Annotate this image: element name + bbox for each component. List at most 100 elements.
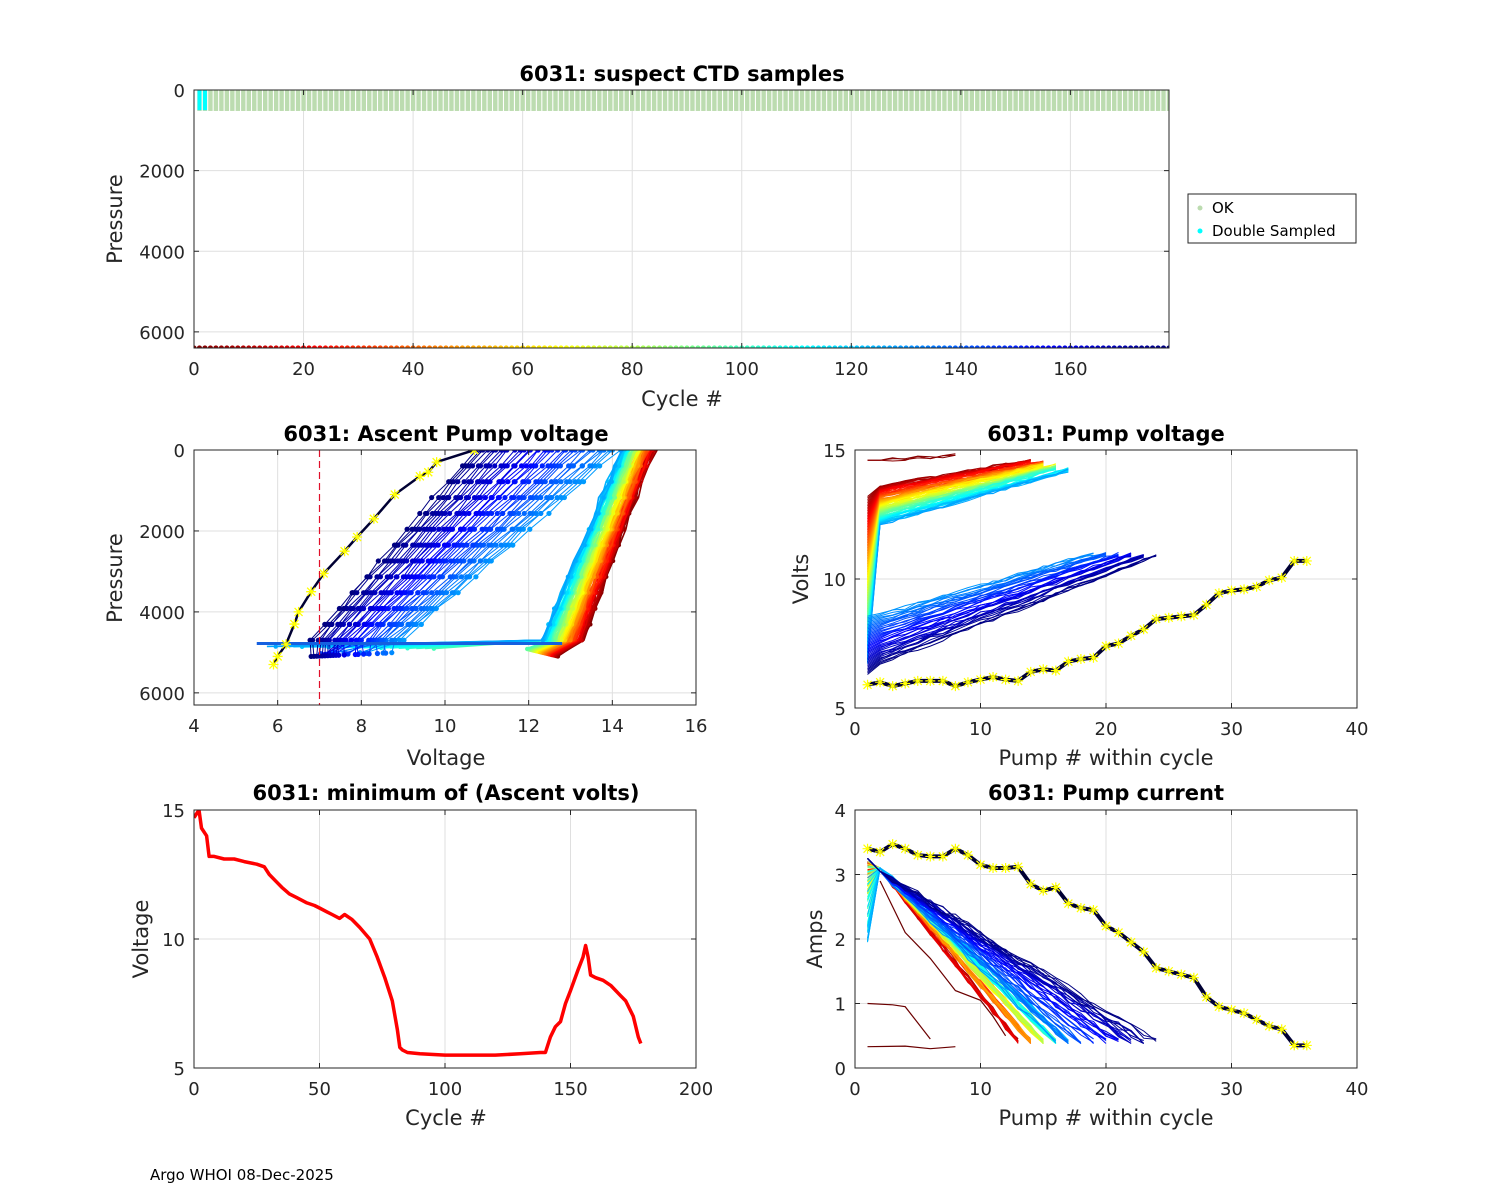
pump-voltage-cycle-line xyxy=(867,554,1094,621)
ok-sample-column xyxy=(493,90,498,111)
ascent-profile-point xyxy=(398,590,404,596)
ascent-profile-point xyxy=(534,494,540,501)
ok-sample-column xyxy=(438,90,443,111)
ascent-profile-point xyxy=(527,494,534,501)
ok-sample-column xyxy=(755,90,761,111)
ascent-profile-point xyxy=(399,558,405,564)
cycle-marker xyxy=(870,345,876,348)
ascent-profile-point xyxy=(597,463,603,469)
ascent-profile-point xyxy=(448,558,454,564)
ok-sample-column xyxy=(1155,90,1161,111)
cycle-marker xyxy=(936,345,942,348)
cycle-marker xyxy=(821,345,827,348)
pump-voltage-last-cycle-star xyxy=(1088,652,1099,663)
ascent-profile-point xyxy=(487,526,493,532)
ok-sample-column xyxy=(920,90,925,111)
ascent-profile-point xyxy=(354,590,360,596)
ascent-profile-line xyxy=(374,450,582,654)
cycle-marker xyxy=(793,345,800,348)
ascent-profile-point xyxy=(476,494,482,501)
ok-sample-column xyxy=(734,90,739,111)
ascent-profile-point xyxy=(458,574,465,580)
x-tick-label: 30 xyxy=(1220,719,1243,740)
ascent-profile-line xyxy=(342,450,530,656)
ascent-profile-line xyxy=(343,450,591,654)
cycle-marker xyxy=(772,345,778,348)
ascent-profile-point xyxy=(431,574,437,580)
cycle-marker xyxy=(1117,345,1123,348)
ascent-profile-point xyxy=(546,510,552,517)
cycle-marker xyxy=(503,345,509,348)
cycle-marker xyxy=(1089,345,1095,348)
legend-label-ok: OK xyxy=(1212,199,1235,217)
ok-sample-column xyxy=(372,90,377,111)
pump-current-last-cycle-star xyxy=(1000,863,1011,874)
ascent-profile-point xyxy=(451,542,457,548)
pump-current-last-cycle-star xyxy=(1163,966,1174,977)
ascent-profile-point xyxy=(415,542,422,548)
ascent-profile-point xyxy=(567,479,573,485)
ascent-profile-point xyxy=(418,621,424,627)
pump-voltage-last-cycle-star xyxy=(1289,555,1300,566)
ascent-profile-point xyxy=(416,558,422,564)
cycle-marker xyxy=(339,345,345,348)
cycle-marker xyxy=(887,345,893,348)
cycle-marker xyxy=(1139,345,1145,348)
ok-sample-column xyxy=(723,90,728,111)
cycle-marker xyxy=(541,345,548,348)
ok-sample-column xyxy=(1073,90,1079,111)
ok-sample-column xyxy=(219,90,224,111)
y-tick-label: 0 xyxy=(835,1059,846,1080)
cycle-marker xyxy=(624,345,630,348)
ascent-profile-point xyxy=(518,463,525,469)
ok-sample-column xyxy=(1051,90,1057,111)
pump-current-last-cycle-star xyxy=(875,846,886,857)
ascent-profile-line xyxy=(324,450,497,656)
x-tick-label: 200 xyxy=(679,1079,713,1100)
ascent-profile-point xyxy=(308,653,314,660)
cycle-marker xyxy=(218,345,224,348)
ascent-profile-point xyxy=(441,526,447,532)
pump-current-last-cycle-star xyxy=(1050,882,1061,893)
ascent-profile-point xyxy=(510,542,516,548)
y-tick-label: 10 xyxy=(162,930,185,951)
cycle-marker xyxy=(876,345,882,348)
ascent-profile-point xyxy=(484,510,491,517)
ascent-profile-point xyxy=(545,463,551,469)
ascent-profile-point xyxy=(352,651,358,658)
y-tick-label: 0 xyxy=(174,81,185,102)
cycle-marker xyxy=(980,345,986,348)
pump-voltage-last-cycle-star xyxy=(1239,584,1250,595)
ok-sample-column xyxy=(624,90,629,111)
cycle-marker xyxy=(268,345,274,348)
ok-sample-column xyxy=(898,90,903,111)
ascent-profile-point xyxy=(341,605,347,612)
ok-sample-column xyxy=(1150,90,1155,111)
ok-sample-column xyxy=(728,90,733,111)
ok-sample-column xyxy=(449,90,454,111)
pump-voltage-last-cycle-star xyxy=(1163,612,1174,623)
ok-sample-column xyxy=(936,90,942,111)
ascent-profile-point xyxy=(588,527,594,532)
ascent-profile-point xyxy=(538,510,544,517)
ok-sample-column xyxy=(306,90,312,111)
ok-sample-column xyxy=(1035,90,1040,111)
pump-voltage-last-cycle-star xyxy=(1301,555,1312,566)
ok-sample-column xyxy=(1122,90,1128,111)
ascent-profile-point xyxy=(404,526,410,532)
ok-sample-column xyxy=(553,90,558,111)
ascent-profile-point xyxy=(489,510,495,517)
pump-voltage-cycle-line xyxy=(867,554,1144,660)
ascent-profile-point xyxy=(482,494,489,501)
ok-sample-column xyxy=(1161,90,1166,111)
y-tick-label: 2 xyxy=(835,930,846,951)
y-tick-label: 3 xyxy=(835,866,846,887)
ascent-profile-point xyxy=(418,605,424,612)
ascent-profile-point xyxy=(498,542,504,548)
ascent-profile-point xyxy=(484,479,490,485)
ok-sample-column xyxy=(914,90,920,111)
ascent-profile-point xyxy=(441,542,448,548)
ascent-profile-point xyxy=(425,558,431,564)
ascent-profile-point xyxy=(498,463,504,469)
